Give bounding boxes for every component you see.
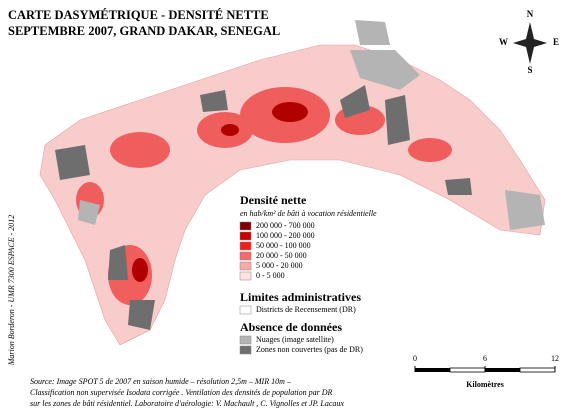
- nodata-item-swatch: [239, 345, 252, 355]
- density-class-swatch: [239, 271, 252, 281]
- compass-n: N: [527, 9, 534, 19]
- density-class-label: 200 000 - 700 000: [256, 221, 315, 230]
- scale-bar: 0 6 12 Kilomètres: [413, 354, 559, 389]
- nodata-item-label: Nuages (image satellite): [256, 335, 334, 344]
- density-class-swatch: [239, 251, 252, 261]
- source: Source: Image SPOT 5 de 2007 en saison h…: [30, 377, 344, 408]
- legend-subtitle: en hab/km² de bâti à vocation résidentie…: [240, 209, 377, 218]
- very-dense-areas: [132, 102, 308, 282]
- legend-heading: Densité nette: [240, 193, 307, 207]
- scale-segment: [519, 367, 556, 373]
- scale-segment: [415, 368, 450, 372]
- scale-label: 6: [483, 354, 487, 363]
- nodata-item-swatch: [239, 335, 252, 345]
- legend: Densité nette en hab/km² de bâti à vocati…: [236, 190, 406, 355]
- compass: N S E W: [499, 9, 559, 75]
- peninsula: [39, 44, 546, 346]
- scale-label: 12: [551, 354, 559, 363]
- density-class-swatch: [239, 241, 252, 251]
- cloud-zones: [78, 20, 545, 230]
- title-line: CARTE DASYMÉTRIQUE - DENSITÉ NETTE: [8, 8, 269, 22]
- density-class-label: 100 000 - 200 000: [256, 231, 315, 240]
- admin-item-swatch: [239, 305, 252, 315]
- scale-unit: Kilomètres: [466, 380, 504, 389]
- map-area: [39, 20, 546, 346]
- legend-bg: [236, 190, 406, 355]
- title-line: SEPTEMBRE 2007, GRAND DAKAR, SENEGAL: [8, 24, 280, 38]
- nodata-item-label: Zones non couvertes (pas de DR): [256, 345, 363, 354]
- legend-heading: Limites administratives: [240, 290, 361, 304]
- scale-label: 0: [413, 354, 417, 363]
- scale-segment: [485, 368, 520, 372]
- source-line: Source: Image SPOT 5 de 2007 en saison h…: [30, 377, 292, 386]
- compass-e: E: [553, 37, 559, 47]
- density-class-label: 0 - 5 000: [256, 271, 285, 280]
- density-class-swatch: [239, 261, 252, 271]
- legend-heading: Absence de données: [240, 320, 342, 334]
- density-class-swatch: [239, 231, 252, 241]
- density-class-label: 5 000 - 20 000: [256, 261, 303, 270]
- compass-rose: [513, 22, 547, 64]
- compass-s: S: [527, 65, 532, 75]
- compass-w: W: [499, 37, 508, 47]
- source-line: Classification non supervisée Isodata co…: [30, 388, 333, 397]
- title-block: CARTE DASYMÉTRIQUE - DENSITÉ NETTE SEPTE…: [8, 8, 280, 38]
- scale-segment: [449, 367, 486, 373]
- credit: Marion Borderon - UMR 7300 ESPACE - 2012: [7, 215, 16, 367]
- density-class-label: 20 000 - 50 000: [256, 251, 307, 260]
- source-line: sur les zones de bâti résidentiel. Labor…: [30, 399, 344, 408]
- admin-item-label: Districts de Recensement (DR): [256, 305, 356, 314]
- no-dr-zones: [55, 85, 472, 330]
- density-class-label: 50 000 - 100 000: [256, 241, 311, 250]
- density-class-swatch: [239, 221, 252, 231]
